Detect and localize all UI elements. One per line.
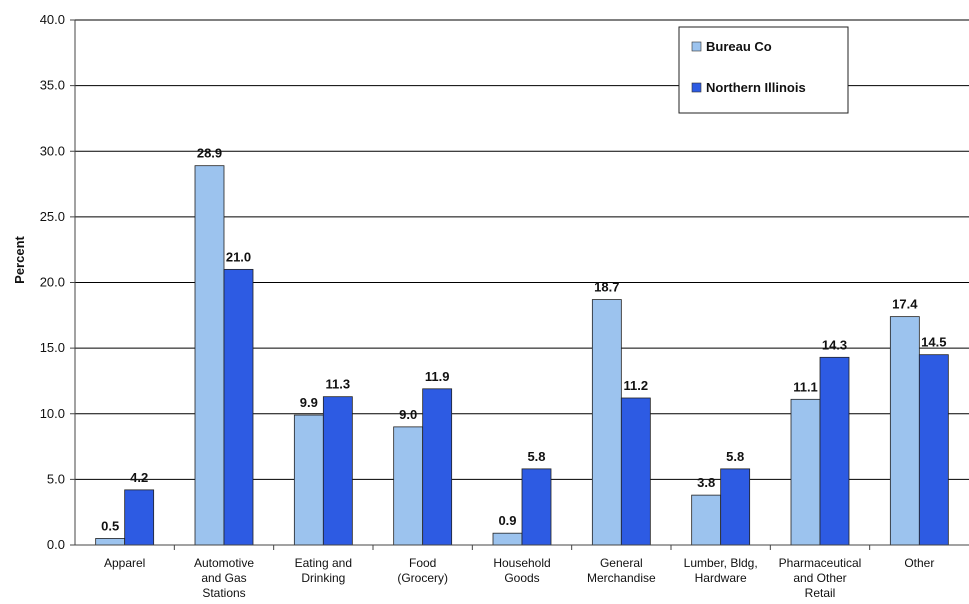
data-label: 11.3	[326, 377, 351, 392]
x-category-label: Merchandise	[587, 571, 656, 585]
bar-bureau-co	[95, 538, 126, 546]
data-label: 5.8	[527, 449, 545, 464]
data-label: 0.9	[498, 513, 516, 528]
y-axis-ticks: 0.0 5.0 10.0 15.0 20.0 25.0 30.0 35.0 40.0	[40, 12, 75, 552]
x-category-label: Stations	[202, 586, 245, 600]
data-labels: 0.5 4.2 28.9 21.0 9.9 11.3 9.0 11.9 0.9 5.8 18.7 11…	[101, 146, 946, 534]
data-label: 17.4	[892, 297, 918, 312]
x-category-label: (Grocery)	[397, 571, 448, 585]
data-label: 11.9	[425, 369, 450, 384]
data-label: 9.0	[399, 407, 417, 422]
bar-bureau-co	[790, 398, 821, 546]
y-tick-label: 15.0	[40, 340, 65, 355]
x-category-label: Drinking	[301, 571, 345, 585]
data-label: 28.9	[197, 146, 222, 161]
x-category-label: Retail	[805, 586, 836, 600]
x-category-label: General	[600, 556, 643, 570]
bar-bureau-co	[293, 414, 324, 546]
data-label: 21.0	[226, 249, 251, 264]
y-tick-label: 40.0	[40, 12, 65, 27]
data-label: 9.9	[300, 395, 318, 410]
bar-bureau-co	[492, 532, 523, 546]
bar-northern-illinois	[422, 388, 453, 546]
x-category-label: Eating and	[295, 556, 352, 570]
y-tick-label: 35.0	[40, 78, 65, 93]
x-category-label: Apparel	[104, 556, 145, 570]
data-label: 14.5	[921, 335, 946, 350]
bar-bureau-co	[393, 426, 424, 546]
bar-northern-illinois	[918, 354, 949, 546]
legend-label-northern-illinois: Northern Illinois	[706, 80, 806, 95]
bar-bureau-co	[194, 165, 225, 546]
bars	[95, 165, 949, 546]
bar-bureau-co	[889, 316, 920, 546]
bar-bureau-co	[591, 299, 622, 546]
x-category-label: and Gas	[201, 571, 246, 585]
y-axis-label: Percent	[12, 235, 27, 283]
data-label: 5.8	[726, 449, 744, 464]
data-label: 14.3	[822, 337, 847, 352]
y-tick-label: 20.0	[40, 275, 65, 290]
y-tick-label: 30.0	[40, 143, 65, 158]
bar-bureau-co	[691, 494, 722, 546]
x-category-label: Pharmaceutical	[779, 556, 862, 570]
x-category-label: Other	[904, 556, 934, 570]
y-tick-label: 25.0	[40, 209, 65, 224]
x-category-label: Household	[493, 556, 550, 570]
x-category-label: Food	[409, 556, 436, 570]
bar-northern-illinois	[521, 468, 552, 546]
legend-label-bureau-co: Bureau Co	[706, 39, 772, 54]
x-category-label: Automotive	[194, 556, 254, 570]
bar-northern-illinois	[322, 396, 353, 546]
x-category-label: and Other	[793, 571, 846, 585]
y-tick-label: 5.0	[47, 471, 65, 486]
data-label: 0.5	[101, 518, 119, 533]
x-category-label: Hardware	[695, 571, 747, 585]
data-label: 18.7	[594, 280, 619, 295]
data-label: 4.2	[130, 470, 148, 485]
data-label: 11.2	[624, 378, 649, 393]
x-category-label: Goods	[504, 571, 539, 585]
bar-northern-illinois	[223, 268, 254, 546]
bar-northern-illinois	[620, 397, 651, 546]
legend-swatch-bureau-co	[691, 41, 702, 52]
legend-box	[678, 26, 849, 114]
bar-northern-illinois	[720, 468, 751, 546]
y-tick-label: 10.0	[40, 406, 65, 421]
y-tick-label: 0.0	[47, 537, 65, 552]
x-category-label: Lumber, Bldg,	[684, 556, 758, 570]
data-label: 11.1	[793, 379, 818, 394]
bar-northern-illinois	[124, 489, 155, 546]
bar-northern-illinois	[819, 356, 850, 546]
data-label: 3.8	[697, 475, 715, 490]
legend: Bureau Co Northern Illinois	[678, 26, 849, 114]
legend-swatch-northern-illinois	[691, 82, 702, 93]
